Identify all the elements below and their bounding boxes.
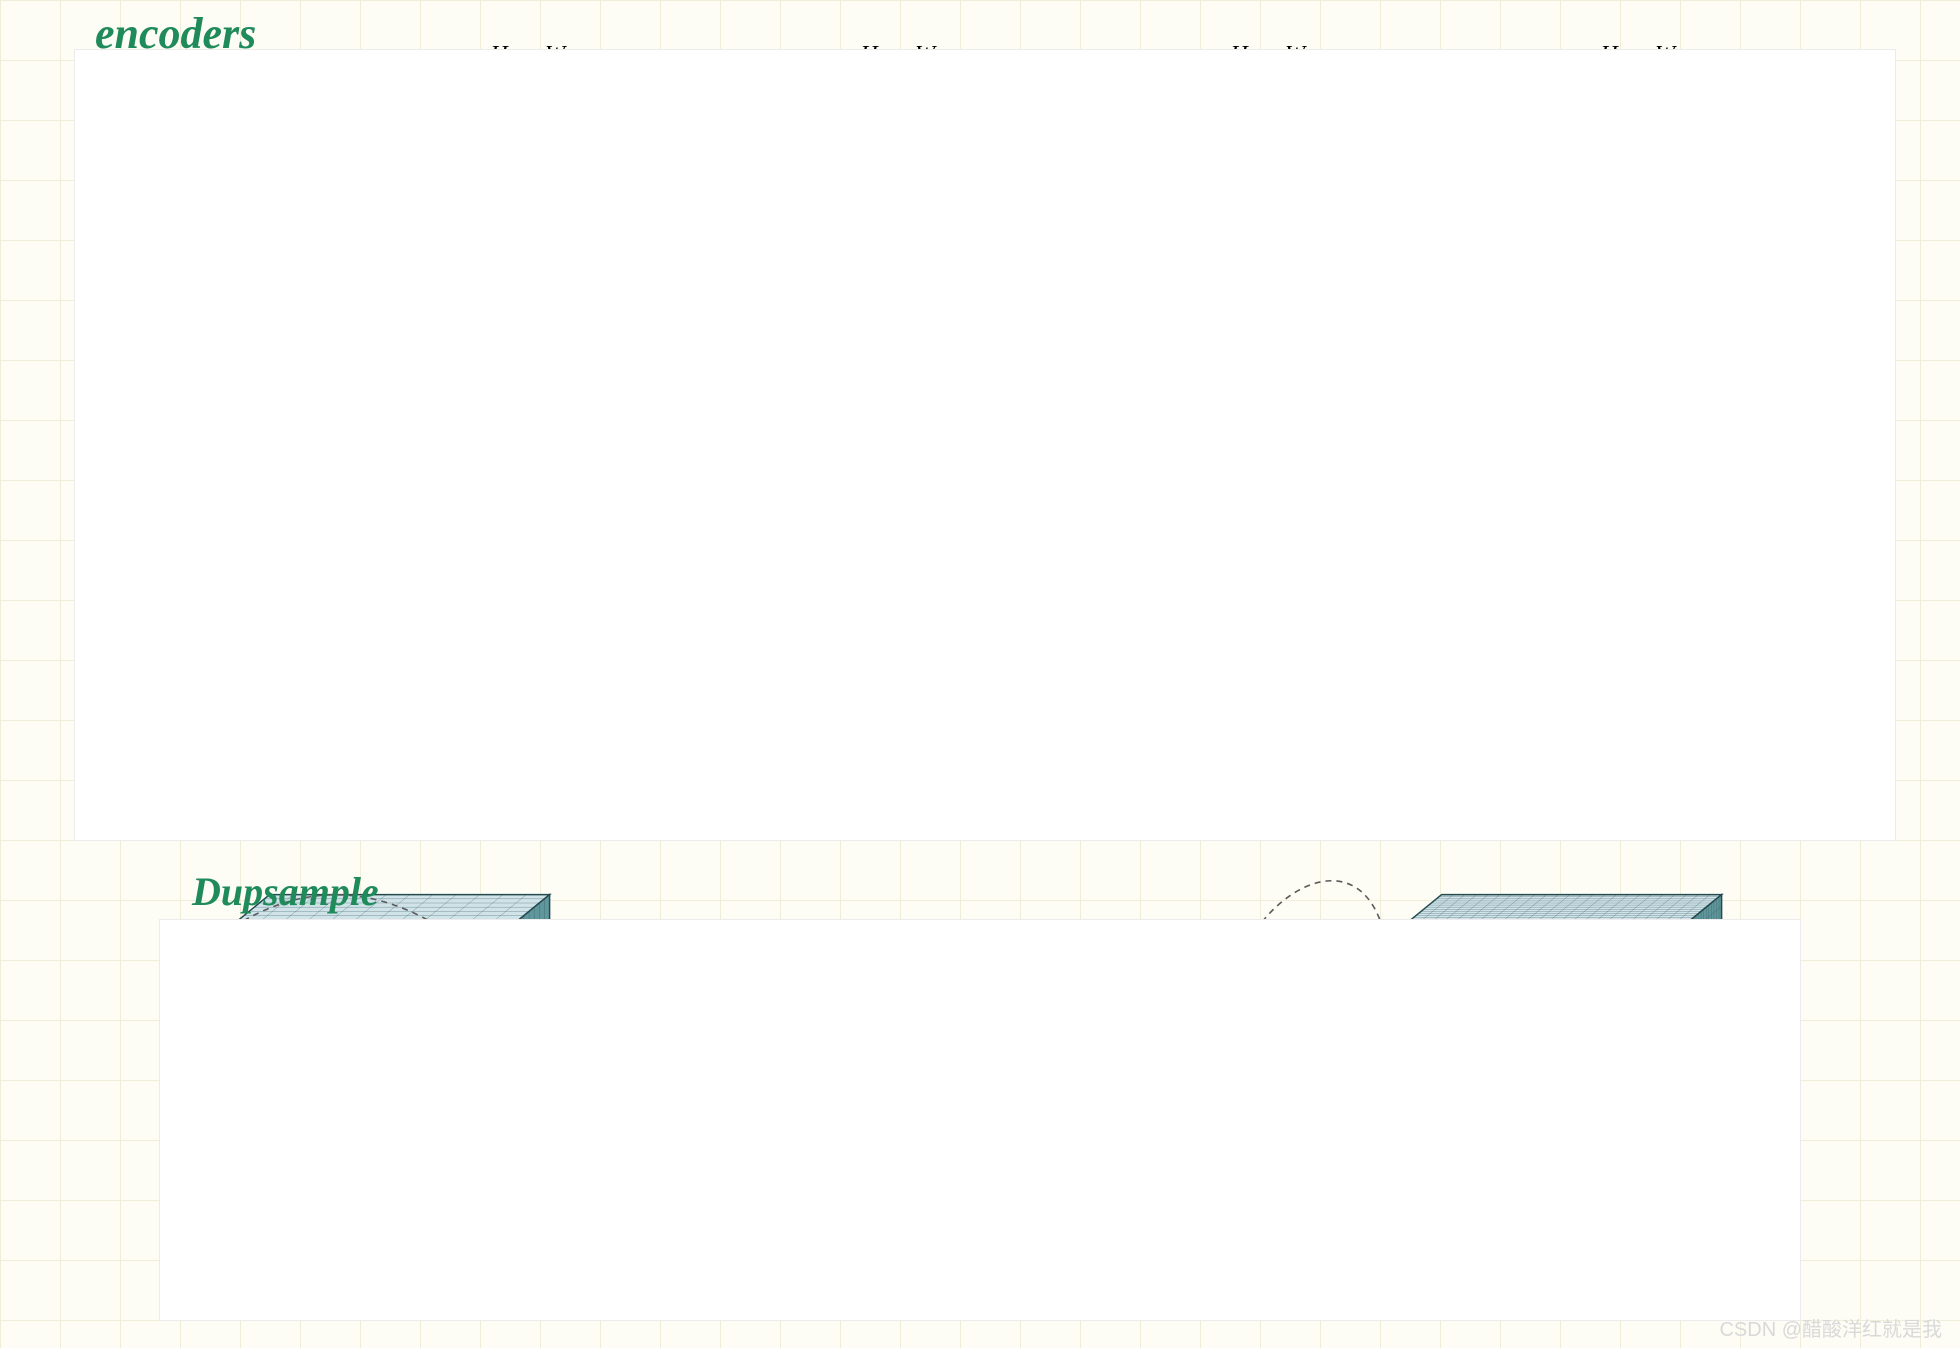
encoders-title: encoders bbox=[95, 8, 256, 59]
dupsample-title: Dupsample bbox=[192, 868, 379, 915]
watermark-text: CSDN @醋酸洋红就是我 bbox=[1719, 1313, 1942, 1342]
encoder-panel bbox=[75, 50, 1895, 840]
dupsample-panel bbox=[160, 920, 1800, 1320]
